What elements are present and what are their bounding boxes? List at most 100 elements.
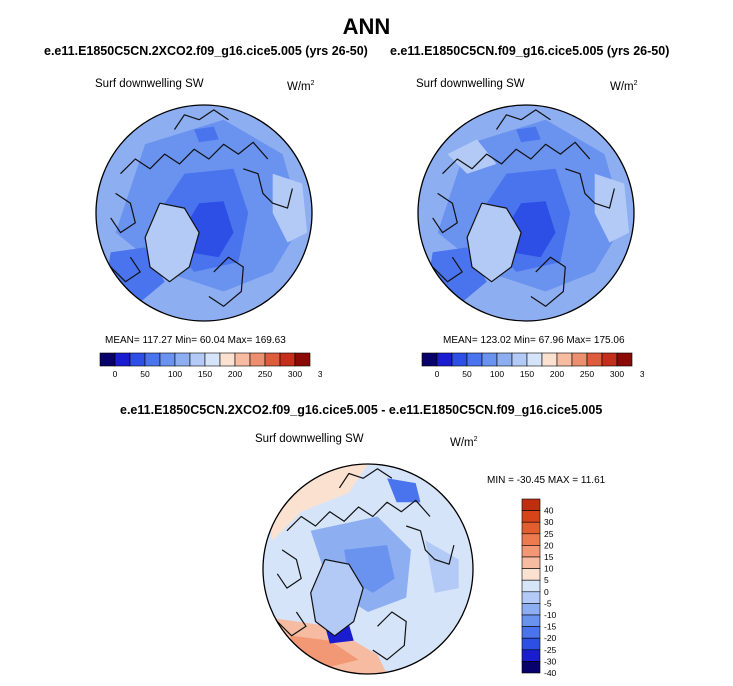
panel-3-colorbar-tick-label: -5 — [544, 598, 552, 608]
panel-2-colorbar-tick-label: 100 — [490, 369, 504, 379]
field-contour-region — [425, 540, 459, 593]
panel-3-colorbar-box — [521, 603, 541, 616]
panel-1-colorbar-tick-label: 350 — [318, 369, 322, 379]
coastline — [466, 202, 522, 283]
map-boundary — [417, 104, 635, 322]
panel-3-colorbar-tick-label: 30 — [544, 517, 554, 527]
panel-2-colorbar-tick-label: 300 — [610, 369, 624, 379]
coastline — [120, 141, 269, 175]
panel-1-colorbar-box — [174, 352, 191, 367]
page-title: ANN — [342, 14, 391, 39]
panel-1-colorbar-box — [264, 352, 281, 367]
panel-2-colorbar-box — [616, 352, 633, 367]
panel-1-colorbar-tick-label: 150 — [198, 369, 212, 379]
panel-2-colorbar-tick-label: 250 — [580, 369, 594, 379]
coastline — [276, 611, 307, 637]
panel-1-colorbar-tick-label: 200 — [228, 369, 242, 379]
panel-1-polar-map — [95, 104, 313, 322]
panel-1-colorbar-tick-label: 50 — [140, 369, 150, 379]
panel-3-colorbar-tick-label: 40 — [544, 506, 554, 516]
panel-3-colorbar-box — [521, 533, 541, 546]
field-contour-region — [516, 126, 541, 143]
panel-2-colorbar-box — [481, 352, 498, 367]
panel-3-colorbar-tick-label: 15 — [544, 552, 554, 562]
coastline — [432, 192, 458, 234]
panel-3-colorbar-tick-label: -15 — [544, 622, 557, 632]
panel-2-colorbar-box — [496, 352, 513, 367]
coastline — [530, 256, 566, 307]
panel-1-units: W/m2 — [287, 80, 315, 93]
coastline — [442, 141, 591, 175]
field-contour-region — [594, 173, 630, 243]
coastline — [372, 611, 407, 661]
coastline — [110, 192, 136, 234]
coastline — [432, 256, 463, 283]
panel-1-colorbar-box — [99, 352, 116, 367]
panel-3-colorbar-tick-label: -30 — [544, 656, 557, 666]
panel-3-colorbar-tick-label: -40 — [544, 668, 557, 678]
panel-2-colorbar-box — [466, 352, 483, 367]
panel-2-polar-map — [417, 104, 635, 322]
panel-1-colorbar-box — [294, 352, 311, 367]
panel-2-stats: MEAN= 123.02 Min= 67.96 Max= 175.06 — [443, 335, 625, 346]
panel-1-colorbar-tick-label: 100 — [168, 369, 182, 379]
panel-3-colorbar-tick-label: -10 — [544, 610, 557, 620]
coastline — [496, 109, 551, 130]
panel-3-colorbar-box — [521, 637, 541, 651]
panel-2-colorbar-tick-label: 0 — [435, 369, 440, 379]
greenland-region — [145, 203, 200, 282]
panel-2-colorbar-box — [526, 352, 543, 367]
greenland-region — [467, 203, 522, 282]
coastline — [174, 109, 229, 130]
panel-3-colorbar-box — [521, 556, 541, 569]
field-contour-region — [272, 173, 308, 243]
coastline — [406, 525, 455, 565]
coastline — [565, 168, 615, 209]
field-contour-region — [387, 478, 421, 503]
coastline — [243, 168, 293, 209]
panel-3-colorbar-tick-label: -20 — [544, 633, 557, 643]
coastline — [276, 549, 302, 589]
panel-2-units: W/m2 — [610, 80, 638, 93]
panel-1-colorbar-tick-label: 250 — [258, 369, 272, 379]
panel-2-colorbar-box — [436, 352, 453, 367]
panel-2-colorbar-box — [541, 352, 558, 367]
panel-3-colorbar-tick-label: 0 — [544, 587, 549, 597]
panel-2-colorbar-box — [601, 352, 618, 367]
panel-3-colorbar-box — [521, 545, 541, 558]
panel-3-colorbar-box — [521, 649, 541, 662]
panel-3-colorbar-box — [521, 521, 541, 535]
panel-2-colorbar-tick-label: 50 — [462, 369, 472, 379]
panel-1-colorbar-box — [144, 352, 161, 367]
panel-2-title: e.e11.E1850C5CN.f09_g16.cice5.005 (yrs 2… — [390, 44, 670, 58]
panel-1-title: e.e11.E1850C5CN.2XCO2.f09_g16.cice5.005 … — [44, 44, 368, 58]
panel-1-colorbar-box — [234, 352, 251, 367]
panel-3-polar-map — [262, 463, 474, 675]
panel-2-colorbar-box — [586, 352, 603, 367]
panel-1-colorbar-box — [129, 352, 146, 367]
panel-1-variable-label: Surf downwelling SW — [95, 78, 204, 90]
panel-3-title: e.e11.E1850C5CN.2XCO2.f09_g16.cice5.005 … — [120, 403, 603, 417]
panel-1-colorbar-tick-label: 0 — [113, 369, 118, 379]
panel-3-colorbar-tick-label: 10 — [544, 564, 554, 574]
panel-3-variable-label: Surf downwelling SW — [255, 433, 364, 445]
coastline — [310, 558, 364, 637]
panel-2-colorbar-box — [421, 352, 438, 367]
panel-3-colorbar-box — [521, 579, 541, 593]
panel-3-colorbar-tick-label: 25 — [544, 529, 554, 539]
panel-3-colorbar-box — [521, 568, 541, 581]
panel-3-units: W/m2 — [450, 436, 478, 449]
panel-1-colorbar-box — [249, 352, 266, 367]
panel-1-colorbar-box — [279, 352, 296, 367]
map-boundary — [95, 104, 313, 322]
panel-2-field — [418, 105, 634, 321]
panel-1-colorbar-box — [219, 352, 236, 367]
panel-1-stats: MEAN= 117.27 Min= 60.04 Max= 169.63 — [105, 335, 286, 346]
coastline — [338, 468, 393, 489]
panel-2-colorbar-box — [511, 352, 528, 367]
coastline — [208, 256, 244, 307]
panel-3-colorbar-tick-label: -25 — [544, 645, 557, 655]
panel-3-colorbar-box — [521, 661, 541, 674]
panel-3-colorbar-tick-label: 5 — [544, 575, 549, 585]
